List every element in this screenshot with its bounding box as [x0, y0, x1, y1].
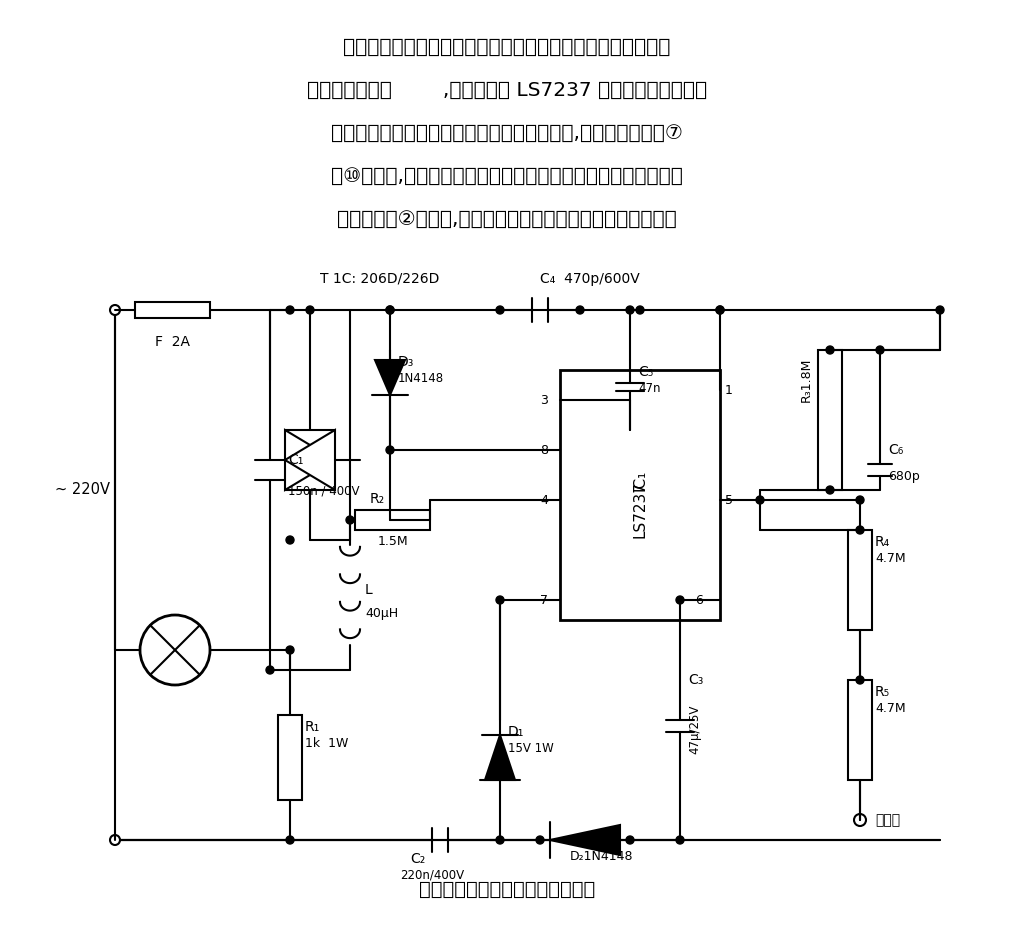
Text: C₄  470p/600V: C₄ 470p/600V [540, 272, 639, 286]
Circle shape [386, 446, 394, 454]
Text: 4: 4 [540, 494, 548, 507]
Text: C₂: C₂ [410, 852, 425, 866]
Text: 5: 5 [725, 494, 733, 507]
Text: 47n: 47n [638, 382, 661, 395]
Circle shape [826, 486, 834, 494]
Text: 态。其电路如图        ,电路由一只 LS7237 集成电路和少数分立: 态。其电路如图 ,电路由一只 LS7237 集成电路和少数分立 [307, 81, 707, 100]
Bar [278, 715, 302, 800]
Text: C₆: C₆ [888, 443, 903, 457]
Text: C₁: C₁ [288, 453, 303, 467]
Circle shape [636, 306, 644, 314]
Text: 4.7M: 4.7M [875, 702, 905, 715]
Bar [848, 530, 872, 630]
Bar [848, 680, 872, 780]
Text: L: L [365, 583, 373, 597]
Text: 15V 1W: 15V 1W [508, 742, 554, 755]
Text: R₅: R₅ [875, 685, 890, 699]
Polygon shape [285, 430, 335, 490]
Bar [560, 370, 720, 620]
Circle shape [346, 516, 354, 524]
Bar [135, 302, 210, 318]
Text: R₃1.8M: R₃1.8M [800, 358, 813, 402]
Text: 3: 3 [540, 394, 548, 407]
Circle shape [676, 596, 684, 604]
Text: IC₁: IC₁ [632, 469, 648, 491]
Text: D₃: D₃ [398, 355, 414, 369]
Circle shape [536, 836, 544, 844]
Circle shape [854, 814, 866, 826]
Circle shape [856, 676, 864, 684]
Text: 6: 6 [695, 594, 702, 607]
Circle shape [266, 666, 274, 674]
Text: C₃: C₃ [688, 673, 703, 687]
Text: 8: 8 [540, 443, 548, 456]
Circle shape [496, 596, 504, 604]
Text: R₂: R₂ [369, 492, 385, 506]
Text: LS7237: LS7237 [632, 482, 648, 539]
Circle shape [110, 305, 120, 315]
Polygon shape [485, 735, 515, 780]
Text: 1.5M: 1.5M [378, 535, 408, 548]
Text: 1k  1W: 1k 1W [304, 737, 348, 750]
Text: 元件组成。该调光电路也可用作电子通断开关,此时集成电路的⑦: 元件组成。该调光电路也可用作电子通断开关,此时集成电路的⑦ [331, 124, 683, 143]
Polygon shape [550, 825, 620, 855]
Text: 触摸端: 触摸端 [875, 813, 900, 827]
Bar [355, 510, 430, 530]
Circle shape [676, 836, 684, 844]
Circle shape [286, 646, 294, 654]
Text: 680p: 680p [888, 470, 920, 483]
Polygon shape [285, 430, 335, 490]
Polygon shape [375, 360, 405, 395]
Circle shape [626, 836, 634, 844]
Circle shape [826, 346, 834, 354]
Text: R₄: R₄ [875, 535, 890, 549]
Circle shape [496, 836, 504, 844]
Circle shape [110, 835, 120, 845]
Bar [818, 350, 842, 490]
Text: ~ 220V: ~ 220V [55, 482, 110, 497]
Circle shape [856, 526, 864, 534]
Circle shape [386, 306, 394, 314]
Circle shape [576, 306, 584, 314]
Text: D₂1N4148: D₂1N4148 [570, 850, 633, 863]
Circle shape [140, 615, 210, 685]
Circle shape [286, 536, 294, 544]
Text: 47μ/25V: 47μ/25V [688, 705, 701, 755]
Text: 用手触摸即可把灯光调节为极暗、暗、中亮和最亮四种发光状: 用手触摸即可把灯光调节为极暗、暗、中亮和最亮四种发光状 [343, 38, 671, 57]
Circle shape [286, 836, 294, 844]
Circle shape [856, 496, 864, 504]
Text: 220n/400V: 220n/400V [400, 868, 464, 881]
Circle shape [626, 306, 634, 314]
Circle shape [716, 306, 724, 314]
Text: T 1C: 206D/226D: T 1C: 206D/226D [320, 272, 439, 286]
Text: F  2A: F 2A [155, 335, 190, 349]
Text: 果集成电路②脚悬空,可将调光状态改为暗、中亮和最亮三档。: 果集成电路②脚悬空,可将调光状态改为暗、中亮和最亮三档。 [337, 210, 677, 229]
Text: 1N4148: 1N4148 [398, 372, 445, 385]
Circle shape [496, 306, 504, 314]
Text: 40μH: 40μH [365, 607, 398, 620]
Text: 7: 7 [540, 594, 548, 607]
Circle shape [716, 306, 724, 314]
Text: D₁: D₁ [508, 725, 525, 739]
Circle shape [876, 346, 884, 354]
Text: R₁: R₁ [304, 720, 321, 734]
Text: 具有四种调光状态的触摸开关电路: 具有四种调光状态的触摸开关电路 [419, 880, 595, 899]
Text: 4.7M: 4.7M [875, 552, 905, 565]
Circle shape [386, 306, 394, 314]
Text: C₅: C₅ [638, 365, 654, 379]
Circle shape [936, 306, 944, 314]
Circle shape [286, 306, 294, 314]
Text: 脚⑩脚相连,这样电子开关不会产生火花干扰邻近的电子设备。如: 脚⑩脚相连,这样电子开关不会产生火花干扰邻近的电子设备。如 [331, 167, 683, 186]
Circle shape [306, 306, 314, 314]
Text: 1: 1 [725, 383, 733, 396]
Text: 150n / 400V: 150n / 400V [288, 485, 359, 498]
Circle shape [756, 496, 764, 504]
